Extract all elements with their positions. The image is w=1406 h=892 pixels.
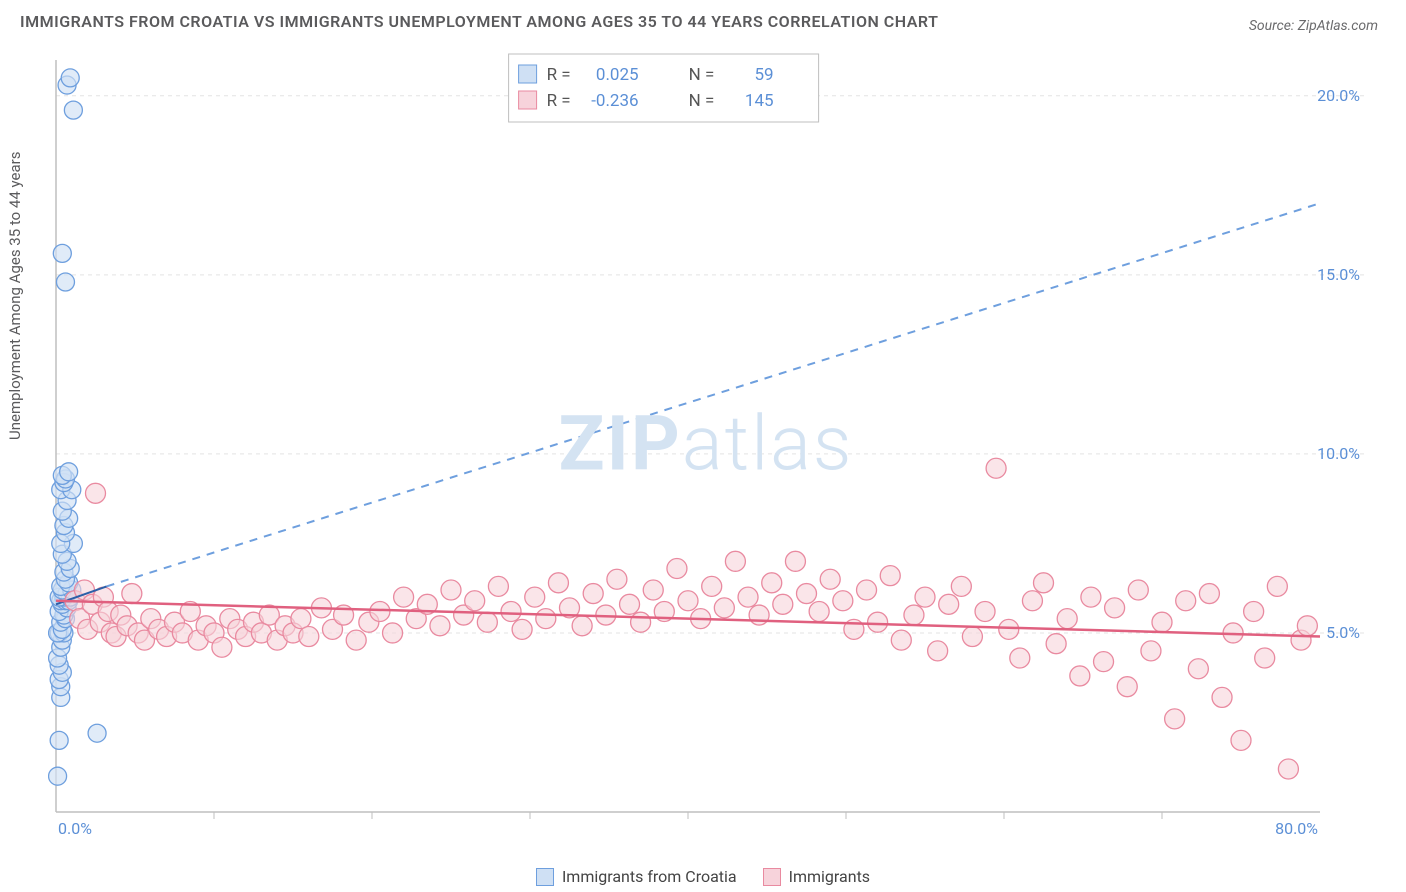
- legend-swatch-icon: [763, 868, 781, 886]
- svg-text:N =: N =: [689, 91, 715, 111]
- svg-text:R =: R =: [547, 65, 571, 85]
- svg-text:N =: N =: [689, 65, 715, 85]
- svg-text:80.0%: 80.0%: [1275, 819, 1318, 838]
- plot-svg: 0.0% 80.0% 5.0% 10.0% 15.0% 20.0% R = 0.025 N = 5…: [48, 48, 1364, 848]
- legend-swatch-icon: [536, 868, 554, 886]
- legend-label: Immigrants from Croatia: [562, 867, 737, 886]
- bottom-legend: Immigrants from Croatia Immigrants: [0, 867, 1406, 886]
- scatter-plot: 0.0% 80.0% 5.0% 10.0% 15.0% 20.0% R = 0.025 N = 5…: [48, 48, 1364, 848]
- legend-item-immigrants: Immigrants: [763, 867, 870, 886]
- svg-text:59: 59: [754, 65, 773, 85]
- legend-item-croatia: Immigrants from Croatia: [536, 867, 737, 886]
- svg-text:15.0%: 15.0%: [1317, 265, 1360, 284]
- svg-text:0.0%: 0.0%: [58, 819, 92, 838]
- y-axis-label: Unemployment Among Ages 35 to 44 years: [6, 152, 24, 440]
- svg-text:-0.236: -0.236: [591, 91, 638, 111]
- chart-title: IMMIGRANTS FROM CROATIA VS IMMIGRANTS UN…: [20, 12, 938, 31]
- svg-text:145: 145: [745, 91, 774, 111]
- svg-text:5.0%: 5.0%: [1326, 623, 1360, 642]
- legend-label: Immigrants: [789, 867, 870, 886]
- svg-text:0.025: 0.025: [596, 65, 639, 85]
- source-attribution: Source: ZipAtlas.com: [1249, 18, 1378, 34]
- svg-text:R =: R =: [547, 91, 571, 111]
- svg-text:10.0%: 10.0%: [1317, 444, 1360, 463]
- svg-text:20.0%: 20.0%: [1317, 86, 1360, 105]
